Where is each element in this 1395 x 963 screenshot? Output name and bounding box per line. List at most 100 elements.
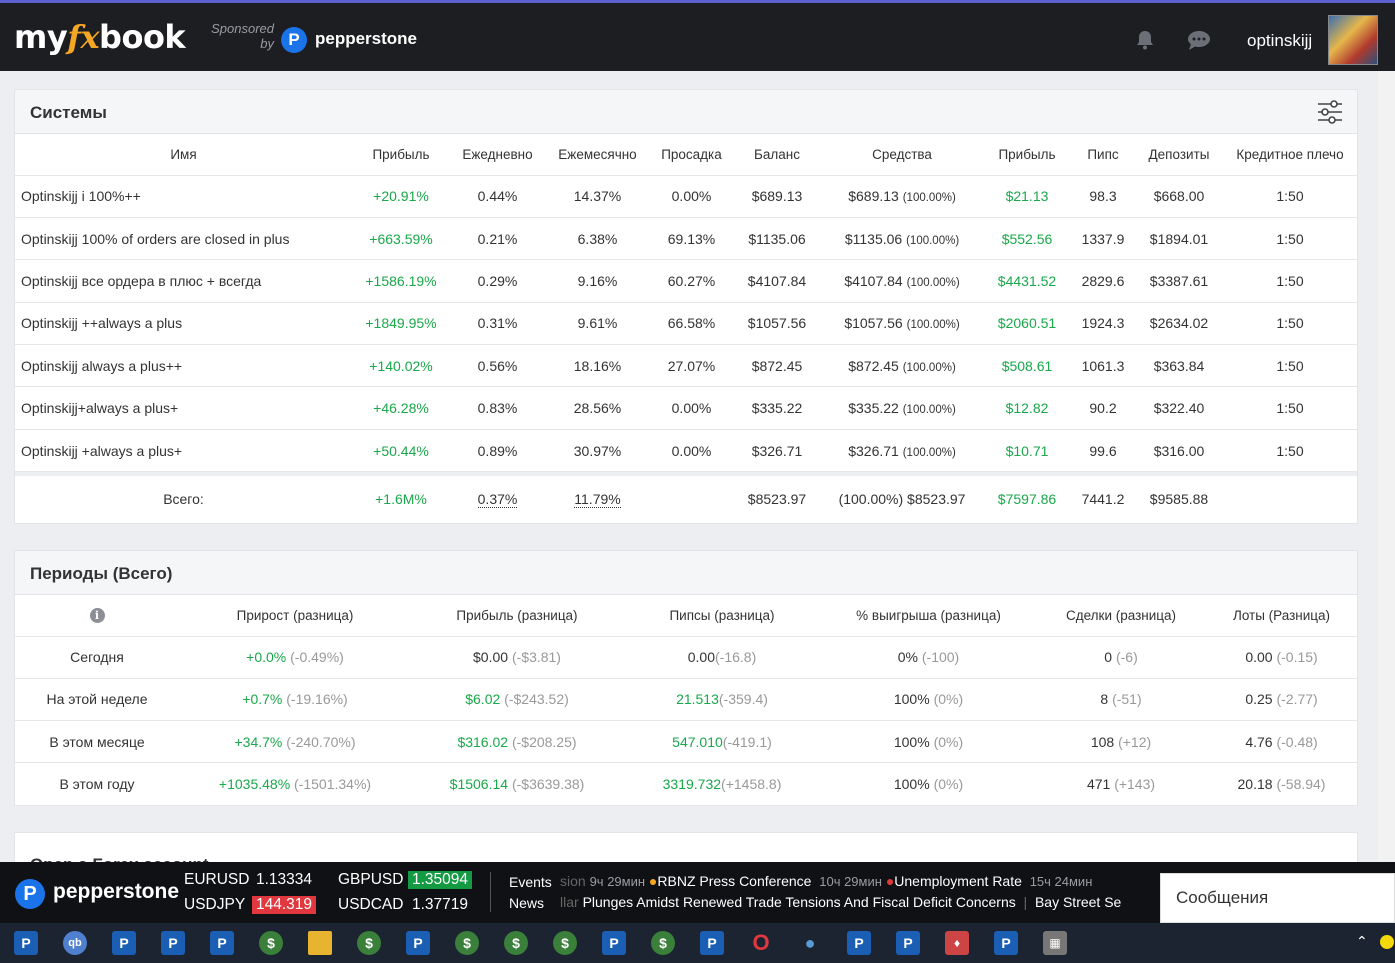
news-marquee[interactable]: llar Plunges Amidst Renewed Trade Tensio…	[560, 894, 1160, 910]
event-title[interactable]: Unemployment Rate	[894, 873, 1022, 889]
game-icon[interactable]: ♦	[945, 931, 969, 955]
period-trades: 8 (-51)	[1036, 678, 1206, 722]
col-balance[interactable]: Баланс	[733, 134, 821, 176]
sponsor-name[interactable]: pepperstone	[315, 29, 418, 48]
app-metatrader-icon[interactable]: $	[651, 931, 675, 955]
event-title[interactable]: RBNZ Press Conference	[657, 873, 812, 889]
equity-value: $1057.56	[844, 315, 903, 332]
pips-diff: (-359.4)	[718, 691, 768, 708]
page-scrollbar[interactable]	[1378, 71, 1395, 861]
calculator-icon[interactable]: ▦	[1043, 931, 1067, 955]
system-daily: 0.56%	[450, 344, 545, 388]
col-equity[interactable]: Средства	[821, 134, 983, 176]
app-metatrader-icon[interactable]: $	[357, 931, 381, 955]
col-leverage[interactable]: Кредитное плечо	[1223, 134, 1357, 176]
profit-diff: (-$3639.38)	[511, 776, 585, 793]
period-label: В этом месяце	[15, 720, 179, 764]
app-pepperstone-icon[interactable]: P	[847, 931, 871, 955]
app-pepperstone-icon[interactable]: P	[406, 931, 430, 955]
system-name[interactable]: Optinskijj все ордера в плюс + всегда	[15, 259, 352, 303]
info-cell: i	[15, 595, 179, 637]
system-row[interactable]: Optinskijj i 100%++ +20.91% 0.44% 14.37% 0.0…	[15, 175, 1357, 218]
events-marquee[interactable]: sion 9ч 29мин ●RBNZ Press Conference 10ч…	[560, 873, 1160, 889]
col-pips[interactable]: Пипс	[1071, 134, 1135, 176]
app-pepperstone-icon[interactable]: P	[602, 931, 626, 955]
system-row[interactable]: Optinskijj ++always a plus +1849.95% 0.31%…	[15, 302, 1357, 346]
filter-settings-icon[interactable]	[1317, 100, 1343, 124]
period-win: 100% (0%)	[821, 678, 1036, 722]
app-pepperstone-icon[interactable]: P	[700, 931, 724, 955]
totals-row: Всего: +1.6M% 0.37% 11.79% $8523.97 (100.00%)…	[15, 476, 1357, 523]
total-monthly-value[interactable]: 11.79%	[574, 491, 621, 509]
equity-value: $689.13	[848, 188, 899, 205]
system-name[interactable]: Optinskijj 100% of orders are closed in …	[15, 217, 352, 261]
username[interactable]: optinskijj	[1247, 31, 1313, 50]
droplet-icon[interactable]: ●	[804, 933, 816, 953]
app-pepperstone-icon[interactable]: P	[112, 931, 136, 955]
total-daily-value[interactable]: 0.37%	[477, 491, 518, 509]
pepperstone-logo-icon[interactable]: P	[15, 879, 45, 909]
system-name[interactable]: Optinskijj i 100%++	[15, 175, 352, 218]
pair-gbpusd[interactable]: GBPUSD	[338, 871, 404, 888]
app-metatrader-icon[interactable]: $	[455, 931, 479, 955]
col-daily[interactable]: Ежедневно	[450, 134, 545, 176]
news-headline[interactable]: Plunges Amidst Renewed Trade Tensions An…	[582, 894, 1016, 910]
events-label[interactable]: Events	[509, 874, 552, 890]
system-row[interactable]: Optinskijj все ордера в плюс + всегда +15…	[15, 259, 1357, 303]
system-name[interactable]: Optinskijj+always a plus+	[15, 386, 352, 430]
total-daily[interactable]: 0.37%	[450, 476, 545, 523]
system-drawdown: 66.58%	[650, 302, 733, 346]
folder-icon[interactable]	[308, 931, 332, 955]
pepperstone-logo-icon[interactable]: P	[281, 27, 307, 53]
opera-browser-icon[interactable]: O	[752, 930, 770, 955]
col-profit[interactable]: Прибыль	[983, 134, 1071, 176]
chevron-up-icon[interactable]: ⌃	[1356, 933, 1368, 949]
col-drawdown[interactable]: Просадка	[650, 134, 733, 176]
app-pepperstone-icon[interactable]: P	[210, 931, 234, 955]
system-row[interactable]: Optinskijj 100% of orders are closed in …	[15, 217, 1357, 261]
equity-percent: (100.00%)	[906, 276, 960, 289]
pair-usdjpy[interactable]: USDJPY	[184, 896, 246, 913]
system-leverage: 1:50	[1223, 217, 1357, 261]
win-diff: (0%)	[933, 691, 964, 708]
app-pepperstone-icon[interactable]: P	[994, 931, 1018, 955]
app-metatrader-icon[interactable]: $	[553, 931, 577, 955]
app-metatrader-icon[interactable]: $	[259, 931, 283, 955]
system-row[interactable]: Optinskijj +always a plus+ +50.44% 0.89% 30…	[15, 429, 1357, 473]
col-deposits[interactable]: Депозиты	[1135, 134, 1223, 176]
system-name[interactable]: Optinskijj ++always a plus	[15, 302, 352, 346]
ticker-brand[interactable]: pepperstone	[53, 880, 180, 903]
app-pepperstone-icon[interactable]: P	[14, 931, 38, 955]
news-headline[interactable]: Bay Street Se	[1034, 894, 1122, 910]
pair-eurusd[interactable]: EURUSD	[184, 871, 250, 888]
period-row: В этом месяце +34.7% (-240.70%) $316.02 (-…	[15, 720, 1357, 764]
chat-icon[interactable]	[1186, 29, 1212, 51]
pair-usdcad[interactable]: USDCAD	[338, 896, 404, 913]
system-name[interactable]: Optinskijj always a plus++	[15, 344, 352, 388]
news-label[interactable]: News	[509, 895, 545, 911]
myfxbook-logo[interactable]: myfxbook	[14, 18, 186, 56]
bell-icon[interactable]	[1134, 29, 1156, 51]
avatar[interactable]	[1328, 15, 1378, 65]
system-row[interactable]: Optinskijj always a plus++ +140.02% 0.56% 1…	[15, 344, 1357, 388]
app-pepperstone-icon[interactable]: P	[896, 931, 920, 955]
system-name[interactable]: Optinskijj +always a plus+	[15, 429, 352, 473]
status-tray-icon[interactable]	[1380, 935, 1394, 949]
app-pepperstone-icon[interactable]: P	[161, 931, 185, 955]
system-row[interactable]: Optinskijj+always a plus+ +46.28% 0.83% 28.…	[15, 386, 1357, 430]
growth-diff: (-240.70%)	[286, 733, 356, 750]
app-qbittorrent-icon[interactable]: qb	[63, 931, 87, 955]
equity-percent: (100.00%)	[902, 361, 956, 374]
total-monthly[interactable]: 11.79%	[545, 476, 650, 523]
system-monthly: 9.61%	[545, 302, 650, 346]
messages-panel[interactable]: Сообщения	[1160, 873, 1395, 923]
info-icon[interactable]: i	[89, 608, 105, 624]
app-metatrader-icon[interactable]: $	[504, 931, 528, 955]
event-fragment: sion	[560, 873, 586, 889]
system-equity: $4107.84 (100.00%)	[821, 259, 983, 303]
col-monthly[interactable]: Ежемесячно	[545, 134, 650, 176]
system-pips: 1337.9	[1071, 217, 1135, 261]
col-name[interactable]: Имя	[15, 134, 352, 176]
col-gain[interactable]: Прибыль	[352, 134, 450, 176]
trades-value: 8	[1100, 691, 1109, 708]
